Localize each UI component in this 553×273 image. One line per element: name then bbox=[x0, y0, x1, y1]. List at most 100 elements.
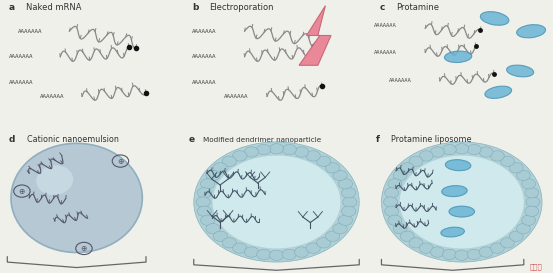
Ellipse shape bbox=[430, 247, 445, 257]
Ellipse shape bbox=[445, 51, 472, 63]
Ellipse shape bbox=[517, 170, 530, 181]
Ellipse shape bbox=[491, 151, 504, 161]
Ellipse shape bbox=[449, 206, 474, 217]
Ellipse shape bbox=[526, 197, 540, 207]
Ellipse shape bbox=[525, 206, 539, 216]
Text: 药时代: 药时代 bbox=[529, 264, 542, 270]
Text: ⊕: ⊕ bbox=[81, 244, 87, 253]
Text: AAAAAAA: AAAAAAA bbox=[389, 78, 411, 84]
Ellipse shape bbox=[479, 247, 493, 257]
Text: AAAAAAA: AAAAAAA bbox=[192, 80, 216, 85]
Text: Protamine liposome: Protamine liposome bbox=[390, 135, 471, 144]
Ellipse shape bbox=[479, 147, 493, 157]
Text: b: b bbox=[192, 3, 199, 12]
Ellipse shape bbox=[445, 160, 471, 171]
Text: AAAAAAA: AAAAAAA bbox=[9, 54, 34, 59]
Text: AAAAAAA: AAAAAAA bbox=[192, 29, 216, 34]
Ellipse shape bbox=[481, 12, 509, 25]
Text: ⊕: ⊕ bbox=[19, 187, 25, 195]
Text: c: c bbox=[380, 3, 385, 12]
Ellipse shape bbox=[525, 188, 539, 198]
Ellipse shape bbox=[400, 163, 414, 173]
Text: AAAAAAA: AAAAAAA bbox=[374, 23, 397, 28]
Text: Naked mRNA: Naked mRNA bbox=[25, 3, 81, 12]
Ellipse shape bbox=[257, 144, 271, 155]
Ellipse shape bbox=[326, 163, 340, 173]
Ellipse shape bbox=[521, 179, 535, 189]
Ellipse shape bbox=[409, 238, 423, 248]
Ellipse shape bbox=[441, 227, 465, 237]
Ellipse shape bbox=[222, 238, 237, 248]
Ellipse shape bbox=[194, 142, 359, 262]
Ellipse shape bbox=[233, 243, 247, 253]
Ellipse shape bbox=[282, 249, 296, 260]
Ellipse shape bbox=[206, 223, 220, 234]
Ellipse shape bbox=[442, 186, 467, 197]
Ellipse shape bbox=[294, 247, 309, 257]
Ellipse shape bbox=[222, 156, 237, 167]
Ellipse shape bbox=[306, 243, 320, 253]
Ellipse shape bbox=[213, 231, 227, 241]
Text: AAAAAAA: AAAAAAA bbox=[9, 80, 34, 85]
Ellipse shape bbox=[467, 144, 481, 155]
Ellipse shape bbox=[36, 165, 73, 195]
Ellipse shape bbox=[491, 243, 504, 253]
Ellipse shape bbox=[500, 238, 514, 248]
Text: AAAAAAA: AAAAAAA bbox=[18, 29, 43, 34]
Ellipse shape bbox=[388, 179, 402, 189]
Ellipse shape bbox=[419, 243, 433, 253]
Ellipse shape bbox=[509, 231, 523, 241]
Ellipse shape bbox=[316, 156, 331, 167]
Ellipse shape bbox=[419, 151, 433, 161]
Text: Protamine: Protamine bbox=[396, 3, 439, 12]
Polygon shape bbox=[299, 6, 331, 65]
Ellipse shape bbox=[388, 215, 402, 225]
Text: Modified dendrimer nanoparticle: Modified dendrimer nanoparticle bbox=[203, 137, 321, 143]
Text: f: f bbox=[376, 135, 380, 144]
Ellipse shape bbox=[430, 147, 445, 157]
Ellipse shape bbox=[257, 249, 271, 260]
Ellipse shape bbox=[244, 247, 259, 257]
Ellipse shape bbox=[509, 163, 523, 173]
Ellipse shape bbox=[385, 206, 399, 216]
Ellipse shape bbox=[233, 151, 247, 161]
Ellipse shape bbox=[212, 156, 341, 248]
Ellipse shape bbox=[326, 231, 340, 241]
Text: AAAAAAA: AAAAAAA bbox=[40, 94, 65, 99]
Text: e: e bbox=[188, 135, 194, 144]
Ellipse shape bbox=[200, 215, 215, 225]
Ellipse shape bbox=[342, 206, 356, 216]
Ellipse shape bbox=[485, 86, 512, 98]
Ellipse shape bbox=[500, 156, 514, 167]
Ellipse shape bbox=[213, 163, 227, 173]
Text: ⊕: ⊕ bbox=[117, 157, 124, 165]
Ellipse shape bbox=[294, 147, 309, 157]
Ellipse shape bbox=[333, 223, 347, 234]
Text: d: d bbox=[9, 135, 15, 144]
Ellipse shape bbox=[316, 238, 331, 248]
Ellipse shape bbox=[384, 197, 398, 207]
Ellipse shape bbox=[393, 223, 407, 234]
Ellipse shape bbox=[409, 156, 423, 167]
Ellipse shape bbox=[342, 188, 356, 198]
Ellipse shape bbox=[282, 144, 296, 155]
Ellipse shape bbox=[382, 142, 542, 262]
Ellipse shape bbox=[521, 215, 535, 225]
Ellipse shape bbox=[455, 250, 469, 260]
Ellipse shape bbox=[455, 144, 469, 154]
Ellipse shape bbox=[343, 197, 357, 207]
Ellipse shape bbox=[393, 170, 407, 181]
Ellipse shape bbox=[197, 188, 211, 198]
Ellipse shape bbox=[442, 144, 456, 155]
Text: Cationic nanoemulsion: Cationic nanoemulsion bbox=[27, 135, 119, 144]
Ellipse shape bbox=[11, 143, 142, 253]
Ellipse shape bbox=[196, 197, 210, 207]
Text: AAAAAAA: AAAAAAA bbox=[374, 50, 397, 55]
Ellipse shape bbox=[338, 179, 353, 189]
Ellipse shape bbox=[385, 188, 399, 198]
Text: AAAAAAA: AAAAAAA bbox=[224, 94, 248, 99]
Text: a: a bbox=[9, 3, 15, 12]
Ellipse shape bbox=[206, 170, 220, 181]
Ellipse shape bbox=[400, 231, 414, 241]
Ellipse shape bbox=[333, 170, 347, 181]
